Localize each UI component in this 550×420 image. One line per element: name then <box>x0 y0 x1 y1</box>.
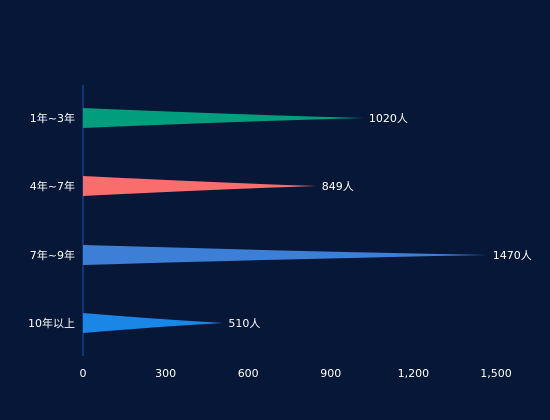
value-label-2: 849人 <box>322 180 354 193</box>
bar-2 <box>83 176 317 196</box>
category-labels: 1年~3年 4年~7年 7年~9年 10年以上 <box>28 111 75 330</box>
value-labels: 1020人 849人 1470人 510人 <box>228 112 531 330</box>
x-tick-label-6: 1,500 <box>480 367 512 380</box>
x-tick-label-3: 600 <box>238 367 259 380</box>
x-tick-label-1: 0 <box>80 367 87 380</box>
value-label-3: 1470人 <box>493 249 532 262</box>
x-axis-tick-labels: 0 300 600 900 1,200 1,500 <box>80 367 512 380</box>
bar-4 <box>83 313 224 333</box>
bar-3 <box>83 245 488 265</box>
bar-1 <box>83 108 364 128</box>
x-tick-label-2: 300 <box>155 367 176 380</box>
category-label-1: 1年~3年 <box>30 111 75 125</box>
bars-layer <box>83 108 488 333</box>
x-tick-label-4: 900 <box>320 367 341 380</box>
category-label-3: 7年~9年 <box>30 248 75 262</box>
value-label-4: 510人 <box>228 317 260 330</box>
value-label-1: 1020人 <box>369 112 408 125</box>
x-tick-label-5: 1,200 <box>398 367 430 380</box>
category-label-4: 10年以上 <box>28 316 75 330</box>
category-label-2: 4年~7年 <box>30 179 75 193</box>
